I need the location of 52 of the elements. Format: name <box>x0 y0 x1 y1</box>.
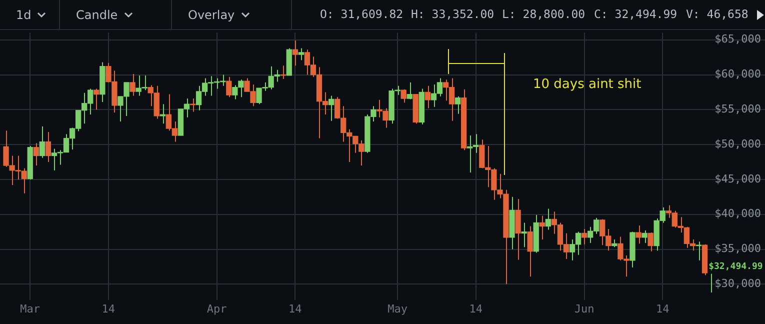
y-tick-label: $65,000 <box>714 32 761 46</box>
text: O: 31,609.82 <box>320 6 404 23</box>
annotation: $32,494.99 <box>708 262 763 272</box>
y-tick-label: $40,000 <box>714 207 761 220</box>
candlestick <box>424 85 431 109</box>
candlestick <box>636 225 642 244</box>
x-tick-label: Jun <box>574 302 594 316</box>
candlestick <box>94 88 100 110</box>
candlestick <box>400 88 406 104</box>
candlestick <box>648 232 654 252</box>
candlestick <box>527 226 533 277</box>
x-tick-label: 14 <box>469 302 483 316</box>
x-tick-label: Apr <box>206 302 228 316</box>
candlestick <box>696 241 702 261</box>
x-tick-label: Mar <box>20 302 40 316</box>
text: Overlay <box>188 8 235 22</box>
candlestick <box>280 65 286 80</box>
candlestick <box>545 208 551 230</box>
x-tick-label: 14 <box>656 302 670 316</box>
text: 1d <box>16 8 32 22</box>
text: V: 46,658 <box>686 6 748 23</box>
candlestick <box>226 76 232 98</box>
y-tick-label: $45,000 <box>714 172 761 186</box>
candlestick <box>406 82 412 100</box>
candlestick <box>298 48 304 61</box>
y-tick-label: $50,000 <box>714 137 761 150</box>
candlestick <box>45 131 52 163</box>
candlestick <box>521 222 527 248</box>
candlestick <box>190 98 196 112</box>
text: H: 33,352.00 <box>411 6 494 23</box>
candlestick <box>130 74 136 96</box>
x-tick-label: 14 <box>102 302 116 316</box>
y-tick-label: $30,000 <box>714 277 761 290</box>
text: L: 28,800.00 <box>502 6 586 23</box>
text: Candle <box>76 8 118 22</box>
candlestick <box>33 142 39 166</box>
candlestick <box>642 230 648 244</box>
x-tick-label: May <box>388 302 408 316</box>
candlestick <box>160 104 166 124</box>
y-tick-label: $55,000 <box>714 102 761 116</box>
text: C: 32,494.99 <box>594 6 678 23</box>
candlestick <box>539 215 545 240</box>
candlestick <box>328 95 334 122</box>
candlestick <box>454 96 461 114</box>
candlestick <box>39 126 45 158</box>
candlestick <box>292 40 298 66</box>
annotation: 10 days aint shit <box>533 77 642 92</box>
y-tick-label: $60,000 <box>714 68 761 81</box>
x-tick-label: 14 <box>288 302 302 316</box>
y-tick-label: $35,000 <box>714 242 761 256</box>
candlestick <box>515 198 521 260</box>
candlestick <box>581 228 588 245</box>
